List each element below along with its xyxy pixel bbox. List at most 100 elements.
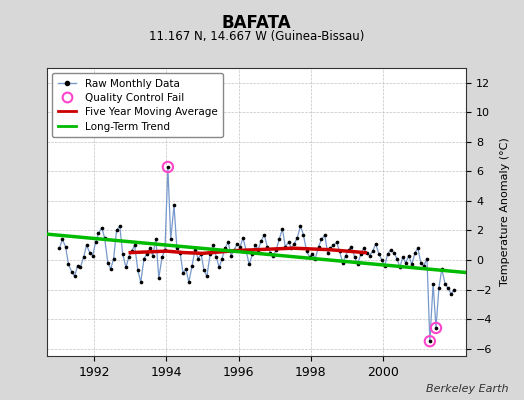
- Point: [127, 248, 136, 254]
- Point: [110, 255, 118, 262]
- Point: [97, 224, 106, 231]
- Point: [432, 325, 440, 331]
- Point: [101, 235, 109, 241]
- Point: [143, 251, 151, 257]
- Point: [365, 252, 374, 259]
- Point: [423, 255, 431, 262]
- Point: [104, 260, 112, 266]
- Point: [408, 261, 416, 268]
- Point: [290, 240, 299, 247]
- Point: [281, 244, 289, 250]
- Point: [278, 226, 287, 232]
- Point: [266, 250, 275, 256]
- Point: [73, 263, 82, 269]
- Point: [399, 254, 407, 260]
- Point: [130, 242, 139, 248]
- Point: [269, 252, 278, 259]
- Point: [405, 252, 413, 259]
- Point: [239, 235, 247, 241]
- Point: [321, 232, 329, 238]
- Point: [389, 250, 398, 256]
- Point: [302, 248, 311, 254]
- Point: [411, 250, 419, 256]
- Point: [285, 239, 293, 246]
- Point: [106, 266, 115, 272]
- Point: [353, 261, 362, 268]
- Point: [444, 285, 452, 291]
- Point: [152, 236, 160, 242]
- Point: [401, 260, 410, 266]
- Point: [76, 264, 84, 270]
- Point: [329, 242, 337, 248]
- Y-axis label: Temperature Anomaly (°C): Temperature Anomaly (°C): [499, 138, 509, 286]
- Point: [363, 250, 371, 256]
- Point: [209, 242, 217, 248]
- Point: [263, 244, 271, 250]
- Point: [224, 239, 233, 246]
- Point: [296, 223, 304, 229]
- Point: [254, 246, 263, 253]
- Point: [85, 250, 94, 256]
- Point: [326, 245, 335, 251]
- Point: [380, 263, 389, 269]
- Point: [146, 245, 154, 251]
- Point: [58, 236, 67, 242]
- Point: [116, 223, 124, 229]
- Point: [170, 202, 178, 208]
- Point: [305, 254, 314, 260]
- Point: [155, 274, 163, 281]
- Point: [70, 273, 79, 280]
- Point: [287, 245, 296, 251]
- Point: [137, 279, 145, 285]
- Point: [308, 251, 316, 257]
- Point: [212, 254, 221, 260]
- Point: [236, 244, 244, 250]
- Point: [429, 280, 438, 287]
- Point: [221, 245, 229, 251]
- Point: [272, 246, 280, 253]
- Text: BAFATA: BAFATA: [222, 14, 291, 32]
- Point: [112, 227, 121, 234]
- Point: [163, 164, 172, 170]
- Point: [251, 242, 259, 248]
- Point: [134, 267, 142, 274]
- Point: [299, 232, 308, 238]
- Point: [215, 264, 223, 270]
- Point: [191, 246, 199, 253]
- Point: [359, 245, 368, 251]
- Point: [450, 286, 458, 293]
- Point: [68, 269, 76, 275]
- Point: [80, 254, 88, 260]
- Point: [260, 232, 268, 238]
- Point: [293, 235, 301, 241]
- Point: [447, 291, 455, 297]
- Point: [91, 239, 100, 246]
- Point: [122, 264, 130, 270]
- Point: [342, 252, 350, 259]
- Point: [344, 246, 353, 253]
- Point: [64, 261, 73, 268]
- Point: [393, 255, 401, 262]
- Point: [441, 280, 449, 287]
- Point: [227, 252, 235, 259]
- Point: [230, 246, 238, 253]
- Point: [182, 266, 190, 272]
- Point: [167, 236, 175, 242]
- Point: [323, 250, 332, 256]
- Point: [275, 236, 283, 242]
- Point: [357, 251, 365, 257]
- Point: [417, 260, 425, 266]
- Point: [188, 263, 196, 269]
- Point: [194, 255, 202, 262]
- Point: [245, 261, 254, 268]
- Point: [425, 338, 434, 344]
- Point: [375, 251, 383, 257]
- Point: [233, 240, 242, 247]
- Point: [435, 285, 443, 291]
- Point: [311, 255, 320, 262]
- Point: [314, 244, 323, 250]
- Point: [396, 264, 404, 270]
- Point: [173, 245, 181, 251]
- Point: [248, 251, 257, 257]
- Point: [432, 325, 440, 331]
